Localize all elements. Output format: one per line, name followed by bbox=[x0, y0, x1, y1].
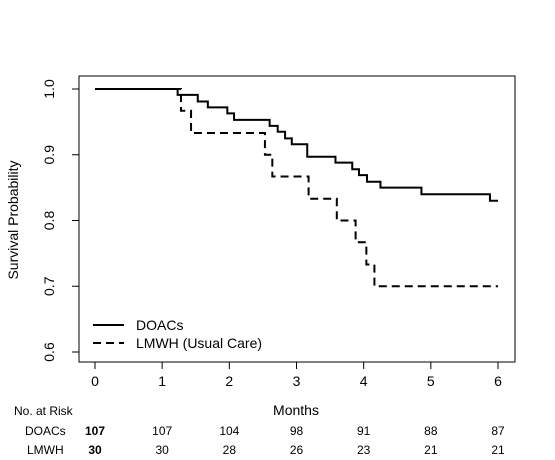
risk-value: 28 bbox=[222, 443, 237, 457]
x-tick-label: 1 bbox=[158, 373, 166, 389]
axes: 0 1 2 3 4 5 6 0.6 0.7 0.8 0.9 1.0 bbox=[41, 79, 502, 389]
risk-value: 26 bbox=[289, 443, 304, 457]
x-tick-label: 2 bbox=[225, 373, 233, 389]
risk-row-label-doacs: DOACs bbox=[25, 424, 66, 438]
x-tick-label: 5 bbox=[427, 373, 435, 389]
x-tick-label: 4 bbox=[360, 373, 368, 389]
series-line-lmwh bbox=[95, 88, 498, 288]
risk-value: 91 bbox=[356, 424, 371, 438]
y-tick-label: 0.9 bbox=[41, 145, 57, 165]
risk-value: 30 bbox=[88, 443, 102, 457]
y-tick-label: 0.7 bbox=[41, 276, 57, 296]
risk-value: 87 bbox=[491, 424, 505, 438]
y-tick-label: 1.0 bbox=[41, 79, 57, 99]
series-layer bbox=[95, 88, 498, 288]
legend: DOACs LMWH (Usual Care) bbox=[93, 317, 262, 351]
risk-value: 107 bbox=[152, 424, 173, 438]
risk-value: 23 bbox=[356, 443, 371, 457]
y-axis-label: Survival Probability bbox=[5, 160, 21, 279]
x-axis-label: Months bbox=[273, 402, 319, 418]
legend-label-lmwh: LMWH (Usual Care) bbox=[136, 335, 262, 351]
x-tick-label: 3 bbox=[293, 373, 301, 389]
risk-value: 104 bbox=[219, 424, 240, 438]
risk-value: 88 bbox=[424, 424, 438, 438]
risk-row-label-lmwh: LMWH bbox=[27, 443, 64, 457]
x-tick-label: 0 bbox=[91, 373, 99, 389]
risk-table-title: No. at Risk bbox=[14, 404, 73, 418]
risk-value: 107 bbox=[84, 424, 106, 438]
x-tick-label: 6 bbox=[494, 373, 502, 389]
y-tick-label: 0.6 bbox=[41, 342, 57, 362]
risk-value: 21 bbox=[424, 443, 438, 457]
series-line-doacs bbox=[95, 88, 498, 202]
y-tick-label: 0.8 bbox=[41, 211, 57, 231]
legend-label-doacs: DOACs bbox=[136, 317, 183, 333]
risk-value: 30 bbox=[155, 443, 169, 457]
risk-value: 98 bbox=[289, 424, 304, 438]
risk-value: 21 bbox=[491, 443, 505, 457]
